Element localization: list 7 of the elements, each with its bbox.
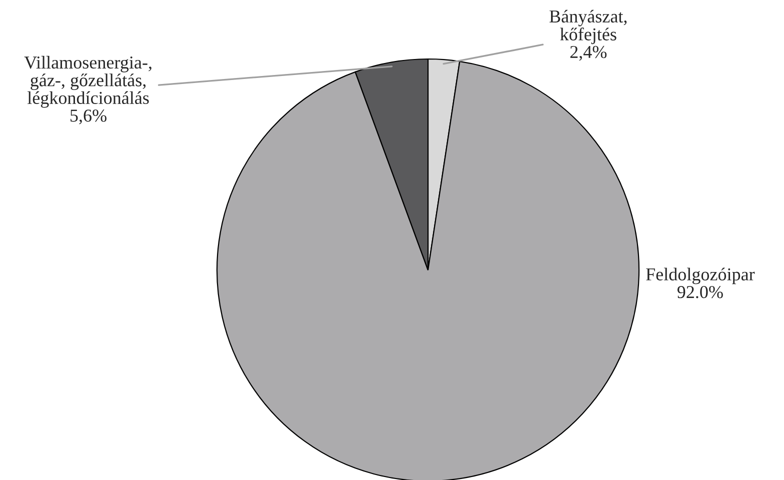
slice-label: Villamosenergia-, gáz-, gőzellátás, légkondícionálás: [24, 56, 152, 108]
data-label: 2,4%: [570, 46, 607, 61]
slice-label: Bányászat, kőfejtés: [550, 10, 627, 44]
data-label: 92.0%: [677, 286, 723, 298]
slice-label: Feldolgozóipar: [646, 268, 755, 284]
data-label: 5,6%: [70, 110, 106, 124]
pie-slice: [216, 60, 640, 480]
